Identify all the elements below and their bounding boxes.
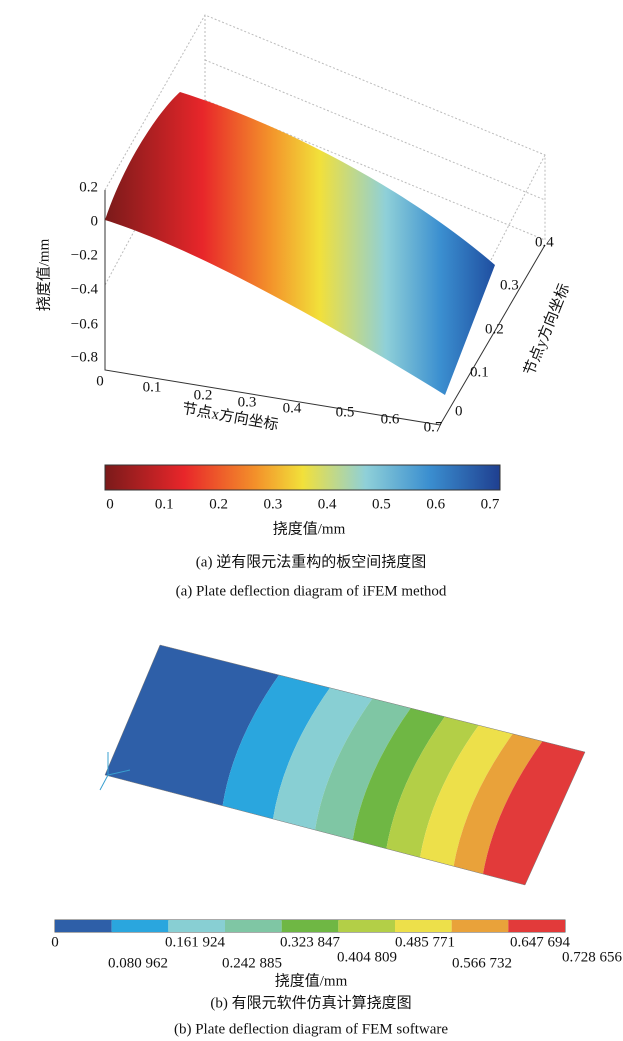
y-tick-label: 0.4	[535, 234, 554, 250]
colorbar-label: 挠度值/mm	[273, 520, 346, 537]
z-tick-label: −0.6	[71, 316, 99, 332]
colorbar-segment	[168, 920, 225, 932]
x-tick-label: 0.7	[424, 419, 443, 435]
z-tick-label: −0.2	[71, 247, 98, 263]
colorbar-tick-label: 0.7	[481, 496, 500, 512]
colorbar-tick-label: 0.323 847	[280, 934, 341, 950]
x-tick-label: 0.1	[143, 379, 162, 395]
z-tick-label: 0	[91, 213, 99, 229]
colorbar-tick-label: 0.5	[372, 496, 391, 512]
colorbar-tick-label: 0.080 962	[108, 955, 168, 971]
colorbar-segment	[282, 920, 339, 932]
x-axis-label: 节点x方向坐标	[181, 400, 280, 434]
x-tick-label: 0.2	[194, 387, 213, 403]
y-axis-label: 节点y方向坐标	[521, 281, 573, 378]
z-tick-label: 0.2	[79, 179, 98, 195]
caption-zh: (a) 逆有限元法重构的板空间挠度图	[196, 552, 426, 570]
colorbar-tick-label: 0.161 924	[165, 934, 226, 950]
colorbar-tick-label: 0.728 656	[562, 949, 623, 965]
z-tick-label: −0.8	[71, 349, 98, 365]
figure: 0.2 0 −0.2 −0.4 −0.6 −0.8 挠度值/mm 0 0.1 0…	[0, 0, 623, 1041]
contour-plot	[105, 645, 594, 887]
z-axis-label: 挠度值/mm	[35, 238, 52, 311]
x-tick-label: 0	[96, 373, 104, 389]
colorbar-tick-label: 0.4	[318, 496, 337, 512]
colorbar-tick-label: 0.647 694	[510, 934, 571, 950]
x-tick-label: 0.4	[283, 400, 302, 416]
caption-zh: (b) 有限元软件仿真计算挠度图	[210, 993, 411, 1011]
colorbar-segment	[338, 920, 395, 932]
colorbar-segment	[55, 920, 112, 932]
colorbar	[105, 465, 500, 490]
caption-en: (a) Plate deflection diagram of iFEM met…	[176, 583, 447, 599]
colorbar-segment	[508, 920, 565, 932]
colorbar-segment	[112, 920, 169, 932]
colorbar-tick-label: 0.3	[263, 496, 282, 512]
y-tick-label: 0	[455, 403, 463, 419]
colorbar-tick-label: 0.2	[209, 496, 228, 512]
colorbar-tick-label: 0	[51, 934, 59, 950]
colorbar-tick-label: 0.404 809	[337, 949, 397, 965]
colorbar-tick-label: 0.6	[426, 496, 445, 512]
x-tick-label: 0.6	[381, 411, 400, 427]
colorbar-b-segments	[55, 920, 565, 932]
x-tick-label: 0.5	[336, 404, 355, 420]
z-tick-label: −0.4	[71, 281, 99, 297]
colorbar-segment	[225, 920, 282, 932]
colorbar-ticks: 0 0.1 0.2 0.3 0.4 0.5 0.6 0.7	[106, 496, 500, 512]
colorbar-tick-label: 0.1	[155, 496, 174, 512]
y-tick-label: 0.3	[500, 277, 519, 293]
colorbar-tick-label: 0.566 732	[452, 955, 512, 971]
y-tick-label: 0.2	[485, 321, 504, 337]
colorbar-tick-label: 0.242 885	[222, 955, 282, 971]
colorbar-tick-label: 0.485 771	[395, 934, 455, 950]
colorbar-segment	[452, 920, 509, 932]
y-tick-label: 0.1	[470, 364, 489, 380]
colorbar-tick-label: 0	[106, 496, 114, 512]
caption-en: (b) Plate deflection diagram of FEM soft…	[174, 1021, 448, 1037]
colorbar-label: 挠度值/mm	[275, 972, 348, 989]
colorbar-segment	[395, 920, 452, 932]
deflection-surface	[105, 92, 495, 395]
x-tick-label: 0.3	[238, 394, 257, 410]
